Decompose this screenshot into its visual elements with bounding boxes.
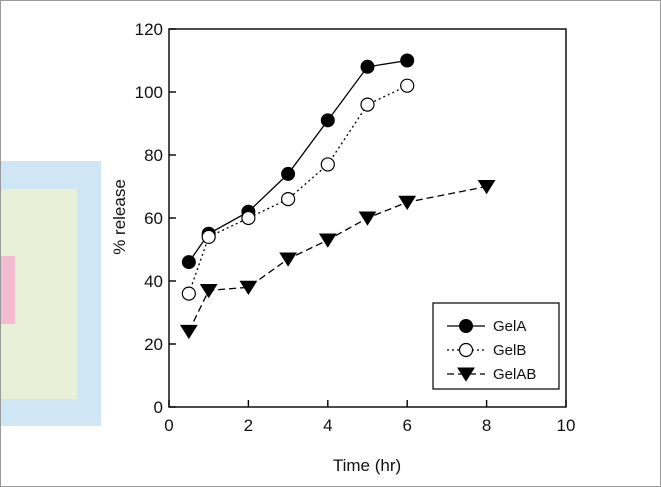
y-tick-label: 80: [144, 146, 163, 165]
x-tick-label: 6: [402, 416, 411, 435]
legend-items: GelA GelB GelAB: [447, 318, 536, 383]
legend-box: [432, 302, 560, 390]
legend: GelA GelB GelAB: [432, 302, 560, 390]
data-point-gelab: [358, 211, 377, 226]
data-point-gelb: [320, 157, 335, 172]
legend-label-gelb: GelB: [493, 342, 526, 359]
data-point-gelb: [400, 78, 415, 93]
legend-marker-gelb: [458, 342, 474, 358]
data-point-gelab: [239, 280, 258, 296]
x-tick-label: 0: [164, 416, 173, 435]
data-point-gelb: [201, 229, 216, 244]
background-pink-block: [1, 256, 15, 324]
data-point-gela: [281, 166, 296, 181]
y-tick-label: 20: [144, 335, 163, 354]
x-tick-label: 8: [482, 416, 491, 435]
legend-label-gelab: GelAB: [493, 366, 536, 383]
legend-label-gela: GelA: [493, 318, 526, 335]
data-point-gela: [320, 113, 335, 128]
data-point-gelab: [318, 233, 337, 248]
series-markers: [179, 53, 496, 340]
data-point-gela: [181, 255, 196, 270]
data-point-gelab: [477, 180, 496, 195]
data-point-gelb: [281, 192, 296, 207]
y-tick-label: 0: [154, 398, 163, 417]
data-point-gelab: [199, 283, 218, 299]
data-point-gelb: [360, 97, 375, 112]
legend-marker-gelab: [457, 367, 475, 382]
data-point-gelab: [398, 195, 417, 210]
data-point-gela: [400, 53, 415, 68]
y-tick-label: 60: [144, 209, 163, 228]
series-line-gelab: [188, 185, 487, 332]
y-tick-label: 120: [135, 20, 163, 39]
data-point-gelb: [241, 210, 256, 226]
data-point-gelab: [179, 324, 198, 340]
data-point-gela: [360, 59, 375, 74]
x-tick-label: 2: [244, 416, 253, 435]
data-point-gelab: [279, 252, 298, 267]
legend-marker-gela: [459, 319, 473, 333]
y-tick-label: 40: [144, 272, 163, 291]
x-axis-title: Time (hr): [333, 456, 401, 475]
y-axis-title: % release: [110, 179, 129, 255]
x-tick-label: 4: [323, 416, 332, 435]
y-tick-label: 100: [135, 83, 163, 102]
data-point-gelb: [181, 286, 196, 301]
x-tick-label: 10: [557, 416, 576, 435]
